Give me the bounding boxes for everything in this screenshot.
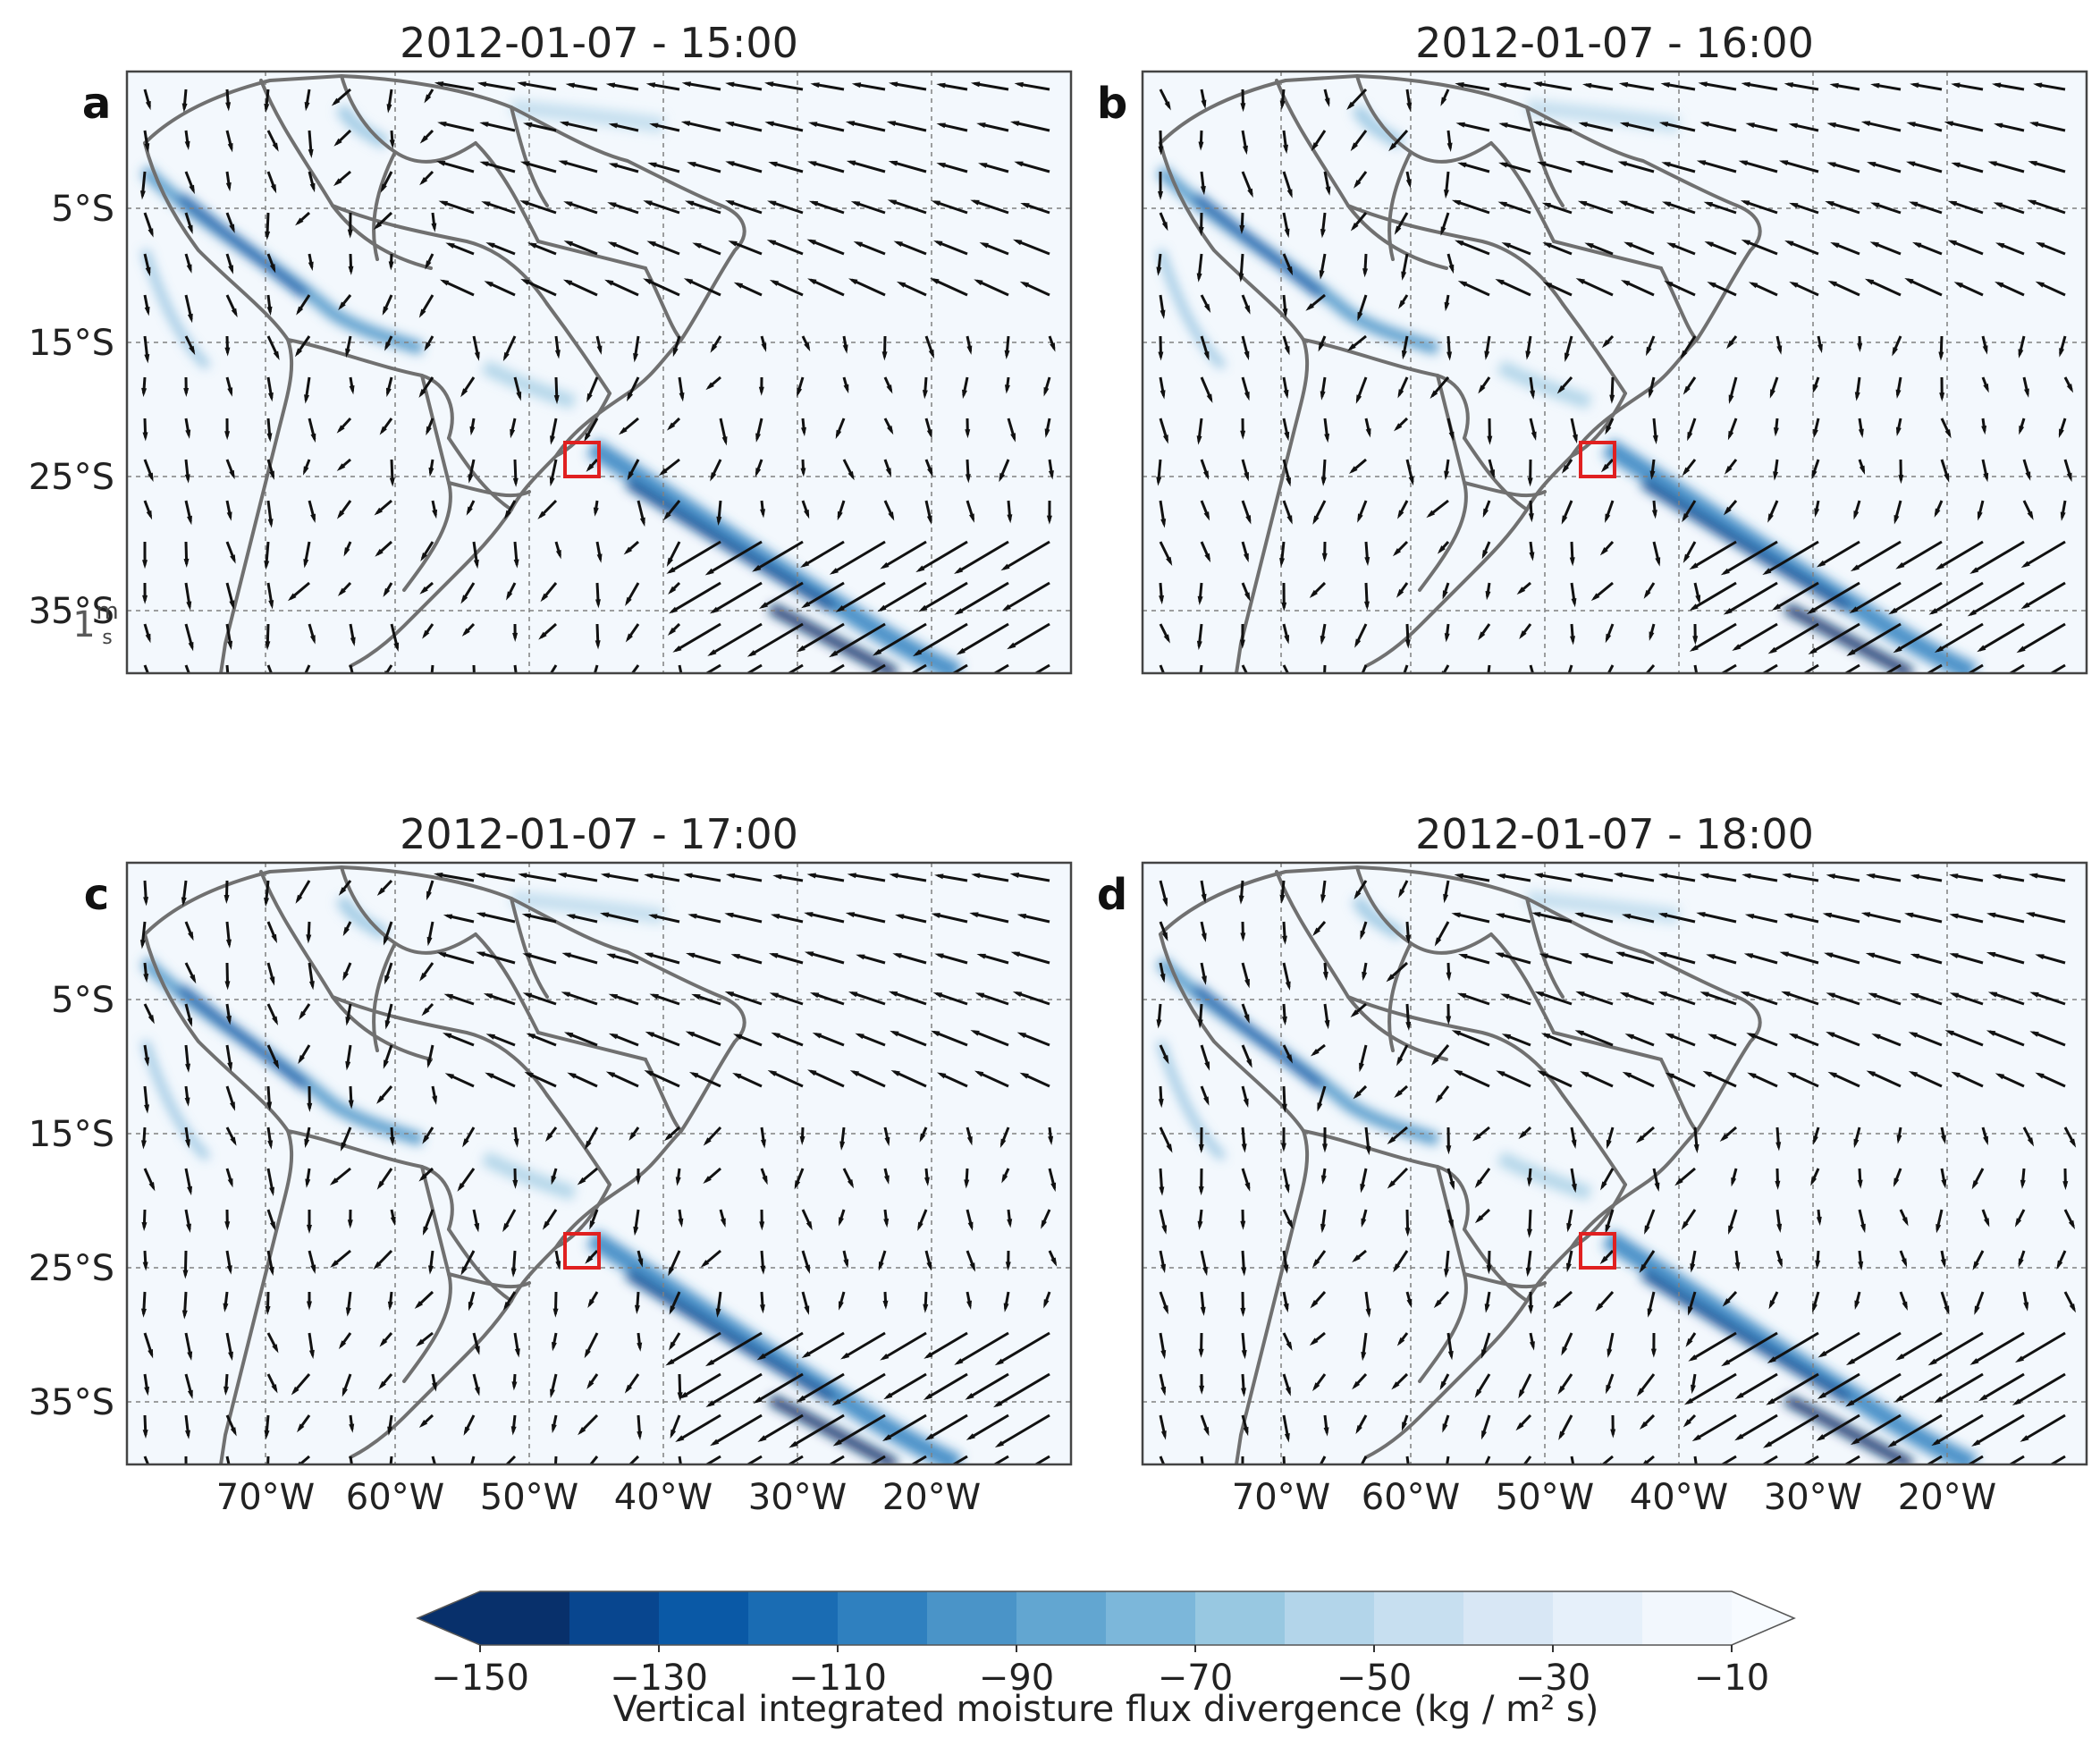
colorbar-segment <box>1195 1591 1286 1645</box>
lon-tick-label: 50°W <box>1496 1477 1594 1518</box>
panel-label: d <box>1097 870 1127 920</box>
lon-tick-label: 20°W <box>882 1477 981 1518</box>
colorbar-segment <box>1106 1591 1196 1645</box>
colorbar-segment <box>1463 1591 1554 1645</box>
divergence-field <box>140 890 963 1464</box>
svg-text:1: 1 <box>72 604 95 645</box>
colorbar-segment <box>927 1591 1017 1645</box>
colorbar-over-extend <box>1732 1591 1794 1645</box>
study-area-box <box>1579 1232 1616 1270</box>
lon-tick-label: 50°W <box>480 1477 578 1518</box>
colorbar-tick-label: −90 <box>979 1658 1054 1699</box>
panel-title: 2012-01-07 - 16:00 <box>1415 19 1814 67</box>
divergence-field <box>140 99 963 673</box>
wind-vectors <box>1156 872 2077 1464</box>
wind-vectors <box>1156 81 2074 673</box>
lon-tick-label: 40°W <box>614 1477 713 1518</box>
lat-tick-label: 35°S <box>29 591 114 632</box>
map-frame <box>1141 861 2088 1466</box>
lon-tick-label: 30°W <box>1764 1477 1862 1518</box>
map-frame <box>1141 70 2088 675</box>
wind-vectors <box>139 872 1058 1464</box>
map-panel-a: 2012-01-07 - 15:00 a 5°S 15°S 25°S 35°S1 ms <box>29 19 1073 675</box>
divergence-field <box>1156 99 1978 673</box>
map-frame <box>125 861 1073 1466</box>
colorbar-under-extend <box>417 1591 480 1645</box>
study-area-box <box>1579 441 1616 478</box>
map-background <box>127 72 1071 673</box>
lat-tick-label: 15°S <box>29 1114 114 1155</box>
lon-tick-label: 70°W <box>1232 1477 1330 1518</box>
lon-tick-label: 60°W <box>346 1477 444 1518</box>
lon-tick-label: 70°W <box>216 1477 315 1518</box>
lon-tick-label: 30°W <box>748 1477 847 1518</box>
lat-tick-label: 25°S <box>29 1248 114 1289</box>
colorbar-segment <box>1016 1591 1107 1645</box>
colorbar-tick-label: −10 <box>1694 1658 1769 1699</box>
colorbar-segment <box>480 1591 570 1645</box>
colorbar-segment <box>1285 1591 1375 1645</box>
colorbar-tick-label: −30 <box>1515 1658 1590 1699</box>
colorbar-tick-label: −150 <box>431 1658 529 1699</box>
colorbar-segment <box>1374 1591 1464 1645</box>
colorbar-segment <box>838 1591 928 1645</box>
graticule <box>1143 863 2087 1464</box>
colorbar-tick-label: −130 <box>610 1658 708 1699</box>
lon-tick-label: 20°W <box>1898 1477 1996 1518</box>
colorbar-tick-label: −110 <box>789 1658 887 1699</box>
lat-tick-label: 35°S <box>29 1382 114 1423</box>
lat-tick-label: 15°S <box>29 323 114 364</box>
colorbar-segment <box>1642 1591 1733 1645</box>
study-area-box <box>563 441 601 478</box>
panel-label: b <box>1097 79 1127 129</box>
lat-tick-label: 25°S <box>29 457 114 498</box>
svg-text:m: m <box>96 598 118 625</box>
map-panel-d: 2012-01-07 - 18:00 d 70°W 60°W 50°W 40°W 30°W 2… <box>1097 810 2088 1518</box>
study-area-box <box>563 1232 601 1270</box>
panel-label: a <box>82 79 111 129</box>
lat-tick-label: 5°S <box>51 189 114 230</box>
panel-title: 2012-01-07 - 17:00 <box>400 810 798 858</box>
svg-text:s: s <box>102 627 112 649</box>
colorbar-segment <box>659 1591 749 1645</box>
colorbar: −150 −130 −110 −90 −70 −50 −30 −10 <box>416 1590 1796 1699</box>
map-background <box>1143 72 2087 673</box>
divergence-field <box>1156 890 1978 1464</box>
colorbar-tick-label: −70 <box>1158 1658 1233 1699</box>
lon-tick-label: 60°W <box>1362 1477 1460 1518</box>
colorbar-segment <box>1553 1591 1643 1645</box>
panel-title: 2012-01-07 - 18:00 <box>1415 810 1814 858</box>
map-panel-c: 2012-01-07 - 17:00 c 5°S 15°S 25°S 35°S 70°W 60… <box>29 810 1073 1518</box>
lat-tick-label: 5°S <box>51 980 114 1021</box>
map-frame <box>125 70 1073 675</box>
map-background <box>127 863 1071 1464</box>
colorbar-tick-label: −50 <box>1337 1658 1412 1699</box>
map-panel-b: 2012-01-07 - 16:00 b <box>1097 19 2088 675</box>
lon-tick-label: 40°W <box>1630 1477 1728 1518</box>
panel-title: 2012-01-07 - 15:00 <box>400 19 798 67</box>
panel-label: c <box>84 870 109 920</box>
quiver-key: 1 ms <box>72 598 118 649</box>
colorbar-label: Vertical integrated moisture flux diverg… <box>613 1689 1599 1730</box>
colorbar-segment <box>748 1591 839 1645</box>
colorbar-segment <box>569 1591 660 1645</box>
wind-vectors <box>139 81 1056 673</box>
